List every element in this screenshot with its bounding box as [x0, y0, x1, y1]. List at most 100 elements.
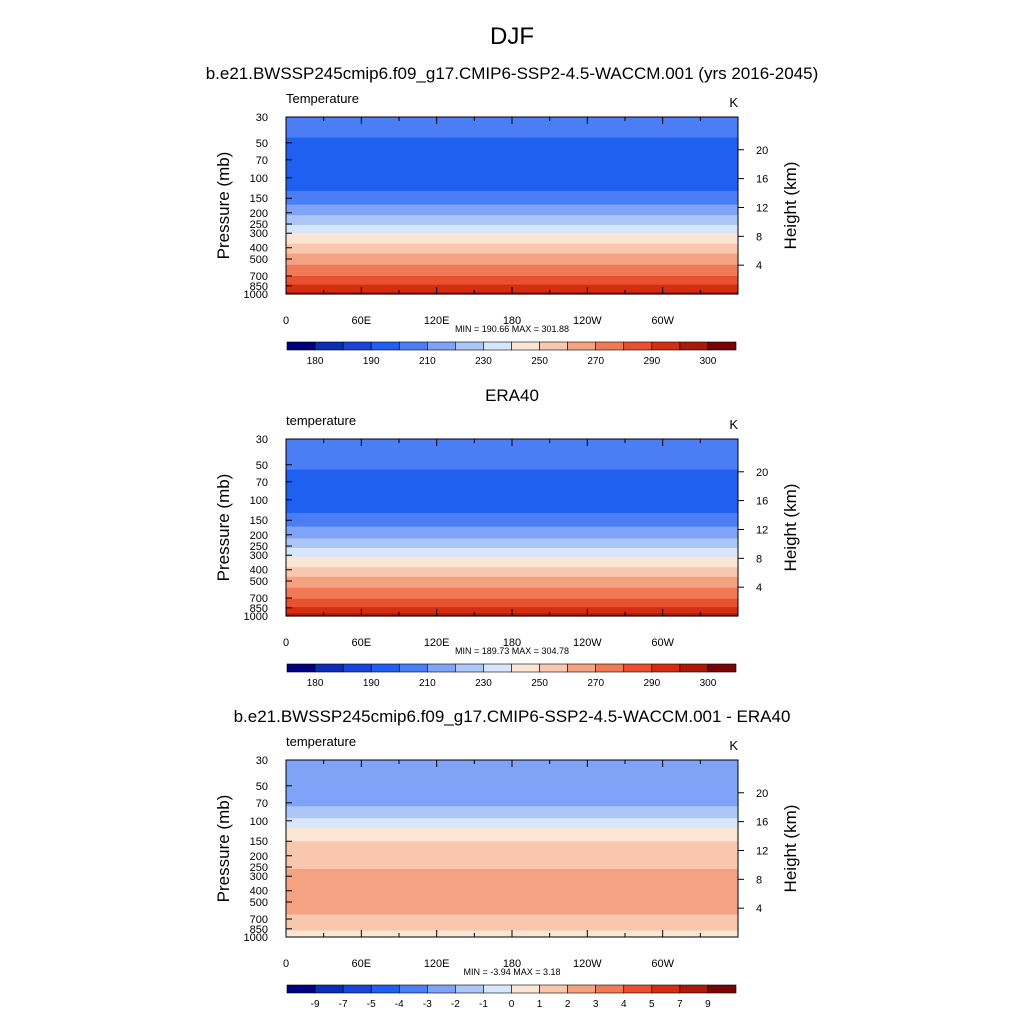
contour-band — [286, 233, 738, 245]
colorbar-label: -9 — [311, 999, 320, 1010]
y-tick-label: 50 — [256, 460, 268, 472]
contour-band — [286, 548, 738, 558]
y-tick-label: 850 — [250, 603, 268, 615]
x-tick-label: 60E — [352, 315, 372, 327]
colorbar-swatch — [314, 984, 344, 994]
x-tick-label: 0 — [283, 315, 289, 327]
colorbar-swatch — [483, 341, 512, 351]
y2-tick-label: 16 — [756, 496, 768, 508]
x-tick-label: 120E — [424, 637, 450, 649]
field-label: Temperature — [286, 91, 359, 106]
colorbar-swatch — [511, 984, 540, 994]
colorbar-swatch — [427, 984, 456, 994]
colorbar-label: 210 — [419, 678, 436, 689]
colorbar-label: 5 — [649, 999, 655, 1010]
colorbar-label: 270 — [587, 356, 604, 367]
y-tick-label: 700 — [250, 914, 268, 926]
contour-band — [286, 760, 738, 807]
x-tick-label: 120W — [573, 637, 602, 649]
colorbar-label: 0 — [509, 999, 515, 1010]
contour-band — [286, 275, 738, 286]
colorbar-swatch — [314, 341, 344, 351]
y-tick-label: 400 — [250, 565, 268, 577]
colorbar-swatch — [286, 984, 316, 994]
colorbar-label: 2 — [565, 999, 571, 1010]
panel-3: b.e21.BWSSP245cmip6.f09_g17.CMIP6-SSP2-4… — [214, 707, 800, 1010]
x-tick-label: 120W — [573, 315, 602, 327]
colorbar-swatch — [567, 663, 596, 673]
contour-band — [286, 191, 738, 206]
contour-band — [286, 576, 738, 589]
colorbar-swatch — [511, 341, 540, 351]
colorbar-swatch — [370, 663, 400, 673]
colorbar-label: 1 — [537, 999, 543, 1010]
x-tick-label: 60E — [352, 958, 372, 970]
colorbar-label: 290 — [643, 356, 660, 367]
y-tick-label: 700 — [250, 271, 268, 283]
colorbar-label: -5 — [367, 999, 376, 1010]
y-tick-label: 30 — [256, 434, 268, 446]
contour-band — [286, 137, 738, 192]
y-tick-label: 200 — [250, 851, 268, 863]
colorbar-label: 230 — [475, 678, 492, 689]
x-tick-label: 0 — [283, 958, 289, 970]
contour-band — [286, 117, 738, 139]
contour-band — [286, 914, 738, 932]
contour-band — [286, 806, 738, 819]
x-tick-label: 180 — [503, 637, 521, 649]
y-tick-label: 100 — [250, 495, 268, 507]
colorbar-label: -1 — [479, 999, 488, 1010]
colorbar-label: 290 — [643, 678, 660, 689]
panel-2: ERA40 temperature K 0 60E 120E 180 120W 60W 30 50 7… — [214, 386, 800, 689]
y-tick-label: 1000 — [244, 289, 268, 301]
y-tick-label: 400 — [250, 243, 268, 255]
y-tick-label: 500 — [250, 254, 268, 266]
x-tick-label: 180 — [503, 958, 521, 970]
colorbar-swatch — [595, 663, 625, 673]
colorbar-swatch — [707, 984, 737, 994]
colorbar-label: 3 — [593, 999, 599, 1010]
y2-tick-label: 4 — [756, 260, 762, 272]
colorbar-swatch — [286, 663, 316, 673]
colorbar-label: 270 — [587, 678, 604, 689]
y-tick-label: 50 — [256, 781, 268, 793]
y-axis-title: Pressure (mb) — [214, 152, 233, 260]
colorbar-swatch — [623, 341, 653, 351]
x-tick-label: 120E — [424, 315, 450, 327]
y-tick-label: 700 — [250, 593, 268, 605]
y-tick-label: 150 — [250, 836, 268, 848]
colorbar-swatch — [539, 341, 568, 351]
colorbar-label: 190 — [363, 678, 380, 689]
colorbar-swatch — [455, 984, 484, 994]
colorbar-label: 4 — [621, 999, 627, 1010]
colorbar-swatch — [651, 663, 681, 673]
y-tick-label: 500 — [250, 897, 268, 909]
colorbar-swatch — [398, 663, 428, 673]
colorbar-swatch — [342, 663, 372, 673]
y-tick-label: 850 — [250, 924, 268, 936]
x-tick-label: 180 — [503, 315, 521, 327]
colorbar-label: 210 — [419, 356, 436, 367]
x-tick-label: 60E — [352, 637, 372, 649]
contour-band — [286, 253, 738, 266]
x-tick-label: 0 — [283, 637, 289, 649]
colorbar-swatch — [398, 341, 428, 351]
y-tick-label: 250 — [250, 862, 268, 874]
contour-band — [286, 204, 738, 216]
colorbar-swatch — [567, 341, 596, 351]
colorbar-swatch — [314, 663, 344, 673]
y-tick-label: 150 — [250, 193, 268, 205]
colorbar-label: -2 — [451, 999, 460, 1010]
x-tick-label: 120E — [424, 958, 450, 970]
y2-axis-title: Height (km) — [781, 805, 800, 893]
contour-band — [286, 841, 738, 870]
y2-tick-label: 8 — [756, 231, 762, 243]
colorbar-swatch — [455, 663, 484, 673]
x-tick-label: 60W — [651, 958, 674, 970]
y2-tick-label: 12 — [756, 524, 768, 536]
contour-band — [286, 513, 738, 528]
y-tick-label: 250 — [250, 541, 268, 553]
colorbar-swatch — [398, 984, 428, 994]
y-axis-title: Pressure (mb) — [214, 795, 233, 903]
y2-tick-label: 4 — [756, 903, 762, 915]
